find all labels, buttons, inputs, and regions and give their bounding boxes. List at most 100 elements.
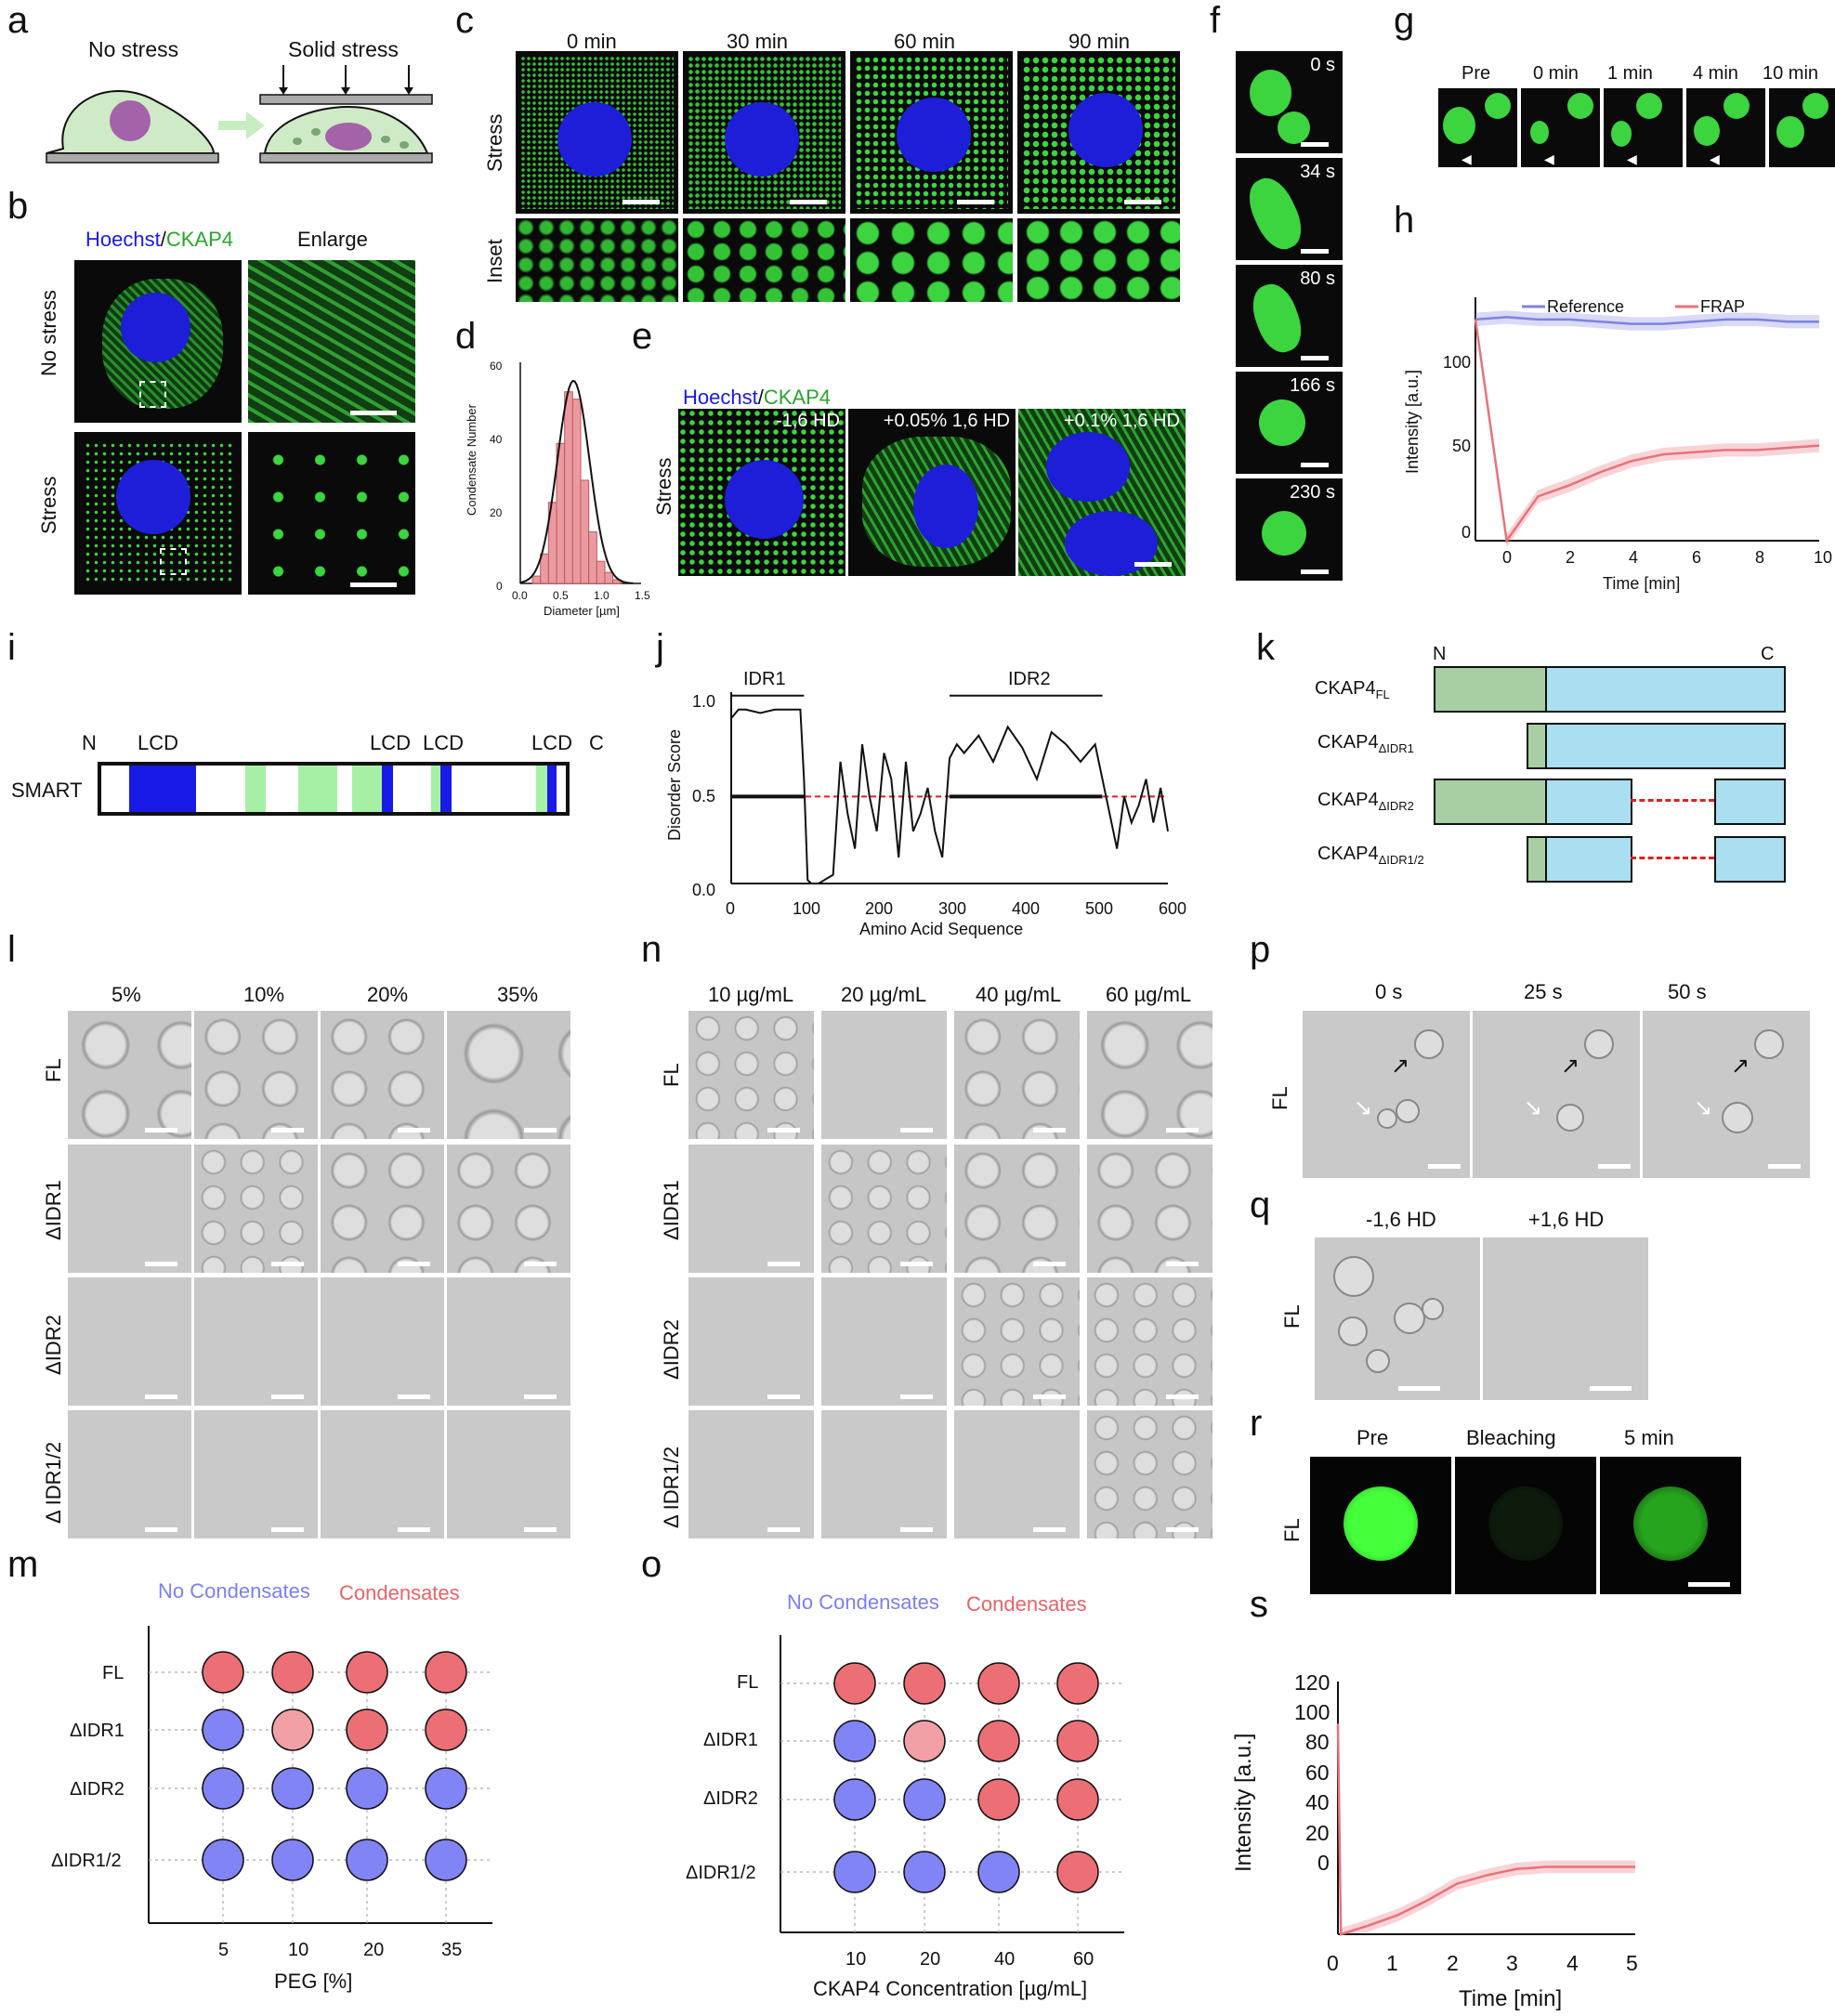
- p-time-label: 25 s: [1524, 980, 1563, 1003]
- h-ytick: 50: [1452, 437, 1472, 455]
- idr1-block: [1434, 666, 1547, 713]
- brightfield-image: [194, 1145, 318, 1273]
- dot-no: [346, 1767, 388, 1810]
- c-row-stress: Stress: [483, 113, 506, 172]
- r-image-bleaching: [1455, 1457, 1596, 1594]
- i-lcd1: LCD: [138, 731, 179, 754]
- structured-block: [1545, 723, 1786, 769]
- m-legend-yes: Condensates: [339, 1581, 460, 1604]
- k-construct-base: CKAP4: [1317, 790, 1379, 810]
- a-no-stress-label: No stress: [88, 37, 179, 61]
- lcd-domain: [431, 766, 440, 812]
- brightfield-image: [1087, 1277, 1212, 1406]
- idr1-block: [1434, 779, 1547, 825]
- dot-no: [833, 1720, 876, 1762]
- s-ytick: 40: [1305, 1790, 1330, 1814]
- dot-no: [271, 1767, 314, 1810]
- dot-no: [202, 1839, 244, 1881]
- lcd-domain: [440, 766, 452, 812]
- e-label-minus: -1,6 HD: [776, 411, 840, 431]
- b-enlarge-label: Enlarge: [297, 228, 368, 251]
- s-ytick: 0: [1317, 1851, 1330, 1875]
- arrowhead-icon: ◀: [1461, 151, 1472, 166]
- e-image-01-hd: +0.1% 1,6 HD: [1018, 409, 1186, 576]
- d-bar: [604, 571, 614, 584]
- c-time-0: 0 min: [567, 30, 617, 53]
- panel-letter-p: p: [1250, 929, 1271, 970]
- h-xtick: 2: [1566, 548, 1576, 567]
- smart-domain-bar: [98, 762, 570, 816]
- dot-yes: [977, 1778, 1020, 1821]
- q-col-plus: +1,6 HD: [1528, 1208, 1605, 1231]
- o-row-label: ΔIDR2: [703, 1788, 758, 1809]
- h-xtick: 4: [1629, 548, 1639, 567]
- dot-yes: [346, 1651, 388, 1694]
- h-xtick: 10: [1814, 548, 1833, 567]
- j-xtick: 0: [726, 899, 736, 918]
- e-image-005-hd: +0.05% 1,6 HD: [848, 409, 1016, 576]
- h-legend-reference: Reference: [1547, 297, 1625, 316]
- d-bar: [531, 575, 542, 584]
- c-time-60: 60 min: [894, 30, 956, 53]
- l-row-label: Δ IDR1/2: [42, 1441, 65, 1524]
- d-bar: [580, 479, 590, 584]
- idr1-remnant-block: [1527, 836, 1547, 883]
- brightfield-image: [954, 1145, 1080, 1273]
- panel-letter-r: r: [1250, 1403, 1263, 1444]
- b-image-stress: [74, 432, 242, 595]
- q-image-minus-hd: [1315, 1237, 1480, 1400]
- p-time-label: 0 s: [1375, 980, 1403, 1003]
- o-legend-no: No Condensates: [787, 1591, 939, 1614]
- k-construct-base: CKAP4: [1317, 732, 1379, 753]
- dot-yes: [271, 1651, 314, 1694]
- arrowhead-icon: ◀: [1544, 151, 1554, 166]
- m-row-label: FL: [102, 1663, 125, 1683]
- s-xlabel: Time [min]: [1459, 1986, 1563, 2011]
- g-frame-0: ◀: [1521, 88, 1600, 167]
- r-col-pre: Pre: [1357, 1426, 1389, 1449]
- c-time-30: 30 min: [727, 30, 789, 53]
- dot-no: [903, 1851, 946, 1893]
- dot-no: [425, 1839, 467, 1881]
- e-image-minus-hd: -1,6 HD: [678, 409, 845, 576]
- dot-no: [271, 1839, 314, 1881]
- s-ytick: 20: [1305, 1821, 1330, 1845]
- dot-yes: [903, 1662, 946, 1705]
- structured-block: [1714, 779, 1786, 825]
- f-time-label: 166 s: [1290, 375, 1335, 396]
- j-xtick: 400: [1012, 899, 1041, 918]
- brightfield-image: [68, 1145, 191, 1273]
- h-xtick: 8: [1755, 548, 1765, 567]
- l-col-header: 10%: [243, 983, 285, 1006]
- brightfield-image: [1087, 1011, 1212, 1139]
- e-sep: /: [757, 386, 764, 409]
- j-xtick: 300: [938, 899, 967, 918]
- c-image-0min: [516, 51, 678, 214]
- e-label-01: +0.1% 1,6 HD: [1063, 411, 1180, 431]
- arrow-icon: ↗: [1561, 1054, 1580, 1079]
- brightfield-image: [194, 1277, 318, 1406]
- dot-yes: [346, 1708, 388, 1751]
- d-fit-curve: [519, 379, 634, 584]
- n-row-label: ΔIDR1: [660, 1180, 683, 1240]
- b-row-no-stress: No stress: [37, 290, 60, 376]
- deletion-line: [1631, 857, 1714, 859]
- lcd-domain: [352, 766, 382, 812]
- f-time-label: 0 s: [1310, 55, 1335, 75]
- s-band: [1338, 1717, 1635, 1934]
- panel-letter-l: l: [7, 929, 16, 970]
- brightfield-image: [688, 1277, 814, 1406]
- brightfield-image: [1087, 1145, 1212, 1273]
- j-xtick: 200: [865, 899, 894, 918]
- r-row-label: FL: [1280, 1518, 1304, 1542]
- c-inset-30min: [683, 218, 845, 302]
- e-hoechst-label: Hoechst: [683, 386, 758, 409]
- g-time-4: 4 min: [1693, 63, 1738, 84]
- dot-partial: [903, 1720, 946, 1762]
- brightfield-image: [954, 1011, 1080, 1139]
- c-image-90min: [1017, 51, 1180, 214]
- i-lcd4: LCD: [531, 731, 573, 754]
- h-series-reference: [1475, 316, 1819, 325]
- g-frame-10: [1769, 88, 1835, 167]
- panel-letter-a: a: [7, 0, 29, 41]
